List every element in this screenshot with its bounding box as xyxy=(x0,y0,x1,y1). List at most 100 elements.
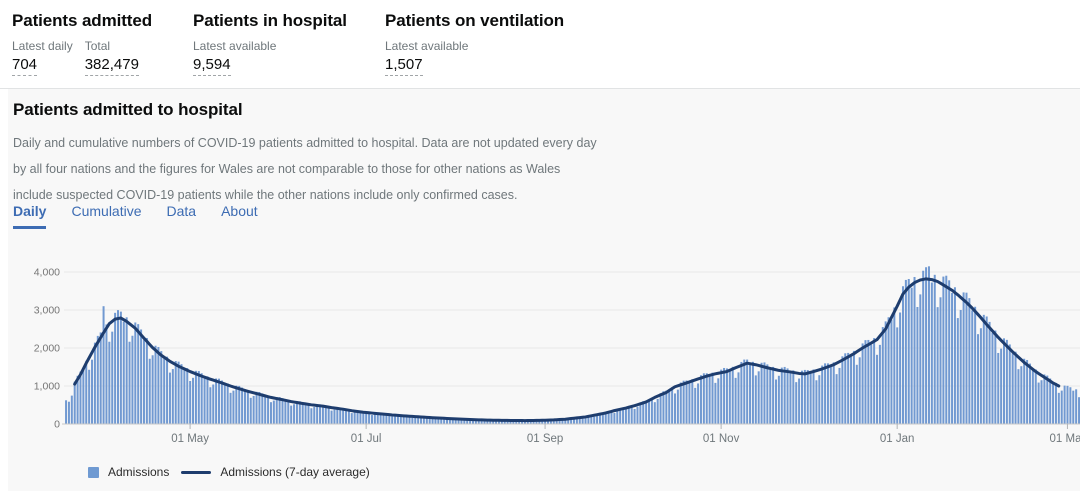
bar[interactable] xyxy=(780,367,783,424)
bar[interactable] xyxy=(662,391,665,424)
bar[interactable] xyxy=(826,363,829,424)
bar[interactable] xyxy=(619,408,622,424)
bar[interactable] xyxy=(229,392,232,424)
bar[interactable] xyxy=(495,420,498,424)
bar[interactable] xyxy=(1003,338,1005,424)
bar[interactable] xyxy=(298,401,301,424)
bar[interactable] xyxy=(1063,385,1066,424)
bar[interactable] xyxy=(584,416,587,424)
bar[interactable] xyxy=(544,420,547,424)
bar[interactable] xyxy=(93,342,96,424)
bar[interactable] xyxy=(339,407,342,424)
tab-about[interactable]: About xyxy=(221,203,258,219)
bar[interactable] xyxy=(206,376,209,424)
bar[interactable] xyxy=(927,266,930,424)
bar[interactable] xyxy=(708,376,711,424)
bar[interactable] xyxy=(812,369,815,424)
bar[interactable] xyxy=(197,371,200,424)
bar[interactable] xyxy=(737,372,740,424)
bar[interactable] xyxy=(766,364,769,424)
bar[interactable] xyxy=(795,382,798,424)
bar[interactable] xyxy=(474,420,477,424)
bar[interactable] xyxy=(324,406,327,424)
bar[interactable] xyxy=(67,401,70,424)
bar[interactable] xyxy=(596,415,599,424)
bar[interactable] xyxy=(549,419,552,424)
bar[interactable] xyxy=(148,358,151,424)
bar[interactable] xyxy=(275,397,278,424)
bar[interactable] xyxy=(552,420,555,424)
bar[interactable] xyxy=(844,353,847,424)
bar[interactable] xyxy=(867,339,870,424)
bar[interactable] xyxy=(269,402,272,424)
bar[interactable] xyxy=(674,393,676,424)
bar[interactable] xyxy=(506,420,509,425)
bar[interactable] xyxy=(186,368,189,424)
bar[interactable] xyxy=(223,384,226,424)
bar[interactable] xyxy=(500,420,503,424)
bar[interactable] xyxy=(887,317,890,424)
bar[interactable] xyxy=(287,400,290,424)
bar[interactable] xyxy=(864,340,867,424)
bar[interactable] xyxy=(613,413,616,424)
bar[interactable] xyxy=(896,327,899,424)
bar[interactable] xyxy=(884,321,887,424)
bar[interactable] xyxy=(792,370,795,424)
bar[interactable] xyxy=(272,400,275,424)
bar[interactable] xyxy=(789,372,792,424)
bar[interactable] xyxy=(396,414,399,424)
bar[interactable] xyxy=(705,373,708,424)
bar[interactable] xyxy=(555,420,558,424)
metric-value-latest-daily[interactable]: 704 xyxy=(12,56,38,76)
bar[interactable] xyxy=(316,404,319,424)
bar[interactable] xyxy=(212,384,215,425)
bar[interactable] xyxy=(685,380,688,425)
bar[interactable] xyxy=(699,375,702,424)
bar[interactable] xyxy=(861,343,864,424)
bar[interactable] xyxy=(151,355,154,424)
bar[interactable] xyxy=(330,410,333,424)
bar[interactable] xyxy=(948,280,951,424)
bar[interactable] xyxy=(373,414,376,424)
bar[interactable] xyxy=(174,361,177,424)
bar[interactable] xyxy=(642,401,645,424)
bar[interactable] xyxy=(598,413,601,424)
bar[interactable] xyxy=(350,413,353,424)
bar[interactable] xyxy=(939,297,942,424)
bar[interactable] xyxy=(420,416,423,424)
bar[interactable] xyxy=(979,328,982,424)
bar[interactable] xyxy=(313,407,316,424)
bar[interactable] xyxy=(434,418,437,424)
bar[interactable] xyxy=(636,406,639,424)
bar[interactable] xyxy=(189,381,192,424)
bar[interactable] xyxy=(290,405,293,424)
bar[interactable] xyxy=(751,361,754,424)
bar[interactable] xyxy=(953,287,956,424)
bar[interactable] xyxy=(994,330,997,424)
bar[interactable] xyxy=(679,382,682,424)
bar[interactable] xyxy=(610,410,613,424)
bar[interactable] xyxy=(99,332,102,424)
bar[interactable] xyxy=(102,306,105,424)
bar[interactable] xyxy=(575,418,578,424)
bar[interactable] xyxy=(327,406,330,424)
bar[interactable] xyxy=(890,319,893,424)
bar[interactable] xyxy=(1031,370,1034,424)
bar[interactable] xyxy=(714,382,717,424)
bar[interactable] xyxy=(656,398,659,424)
bar[interactable] xyxy=(243,391,246,424)
bar[interactable] xyxy=(382,413,385,424)
bar[interactable] xyxy=(829,366,832,424)
bar[interactable] xyxy=(215,378,218,424)
bar[interactable] xyxy=(561,419,564,424)
bar[interactable] xyxy=(760,362,763,424)
bar[interactable] xyxy=(70,395,73,424)
bar[interactable] xyxy=(1054,382,1057,424)
bar[interactable] xyxy=(422,416,425,424)
bar[interactable] xyxy=(91,359,94,424)
bar[interactable] xyxy=(878,344,881,424)
bar[interactable] xyxy=(775,379,778,424)
bar[interactable] xyxy=(769,369,772,424)
bar[interactable] xyxy=(405,416,408,424)
bar[interactable] xyxy=(503,420,506,424)
